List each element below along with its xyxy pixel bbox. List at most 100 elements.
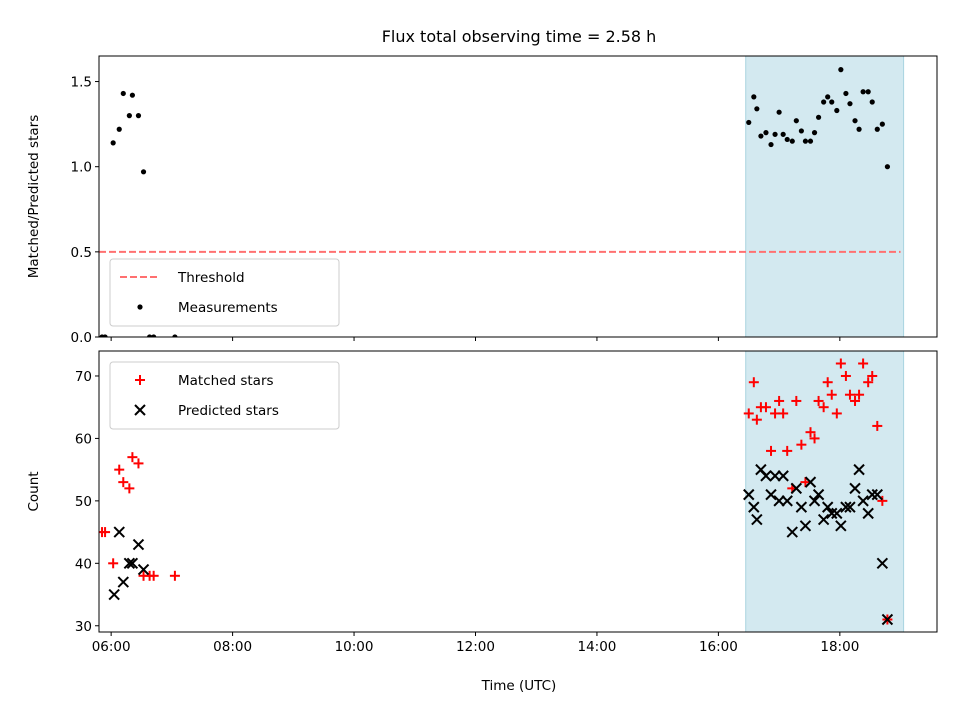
bottom-series-0-point-16 [760,402,771,413]
top-series-1-point-10 [151,334,157,337]
bottom-series-1-point-31-b [849,482,861,495]
top-series-1-point-41 [874,126,880,132]
bottom-series-1-point-28-b [835,520,847,532]
top-series-1-point-8 [140,169,147,175]
bottom-series-1-point-28 [835,520,847,532]
top-plot-area [99,67,901,337]
bottom-series-1-point-14-b [773,495,785,507]
bottom-series-1-point-21-b [804,476,817,488]
top-legend-label-1: Measurements [178,300,278,316]
bottom-series-0-point-38 [858,358,869,369]
bottom-series-0-point-13 [748,377,759,388]
top-series-1-point-23 [793,118,799,124]
bottom-x-tick-label-6: 18:00 [820,639,859,655]
bottom-series-1-point-36-b [871,488,883,501]
bottom-series-0-point-30 [822,377,833,388]
bottom-series-1-point-16-b [781,495,793,507]
bottom-series-0-point-3 [114,464,125,475]
bottom-series-1-point-23 [812,488,825,501]
bottom-x-tick-label-3: 12:00 [456,639,495,655]
bottom-series-1-point-17 [786,526,798,538]
top-series-1-point-40 [869,99,875,105]
bottom-series-1-point-27-b [831,507,843,520]
top-legend-box [109,258,340,327]
bottom-plot-area [99,358,894,626]
bottom-series-1-point-0-b [108,588,120,601]
bottom-series-1-point-21 [804,476,817,488]
bottom-series-1-point-18-b [790,482,803,495]
bottom-series-1-point-4 [126,557,139,570]
top-series-1-point-2 [110,140,116,146]
bottom-series-0-point-10 [148,570,159,581]
bottom-series-1-point-11 [760,470,772,482]
bottom-series-1-point-25 [821,501,834,513]
bottom-series-0-point-28 [813,395,824,406]
bottom-series-0-point-40 [867,370,878,381]
bottom-x-tick-label-1: 08:00 [213,639,252,655]
bottom-series-1-point-14 [773,495,785,507]
bottom-series-0-point-6 [127,452,138,463]
bottom-series-1-point-10-b [755,463,767,476]
bottom-y-axis-label: Count [26,471,42,511]
bottom-series-0-point-11 [169,570,180,581]
bottom-series-1-point-11-b [760,470,772,482]
bottom-series-1-point-12 [765,488,777,501]
bottom-series-1-point-33 [857,495,869,507]
bottom-x-tick-label-5: 16:00 [699,639,738,655]
bottom-series-1-point-26-b [826,507,838,520]
top-series-1-point-24 [798,128,804,134]
top-y-tick-label-2: 1.0 [71,160,92,176]
bottom-series-1-point-31 [849,482,861,495]
top-series-1-point-42 [879,121,885,127]
bottom-y-tick-label-2: 50 [75,494,92,510]
bottom-axes-frame [98,350,938,633]
bottom-series-0-point-5 [124,483,135,494]
top-series-1-point-38 [860,89,866,95]
top-series-1-point-15 [758,133,764,139]
bottom-series-0-point-34 [840,370,851,381]
bottom-series-1-point-22-b [808,495,821,507]
bottom-legend-box [109,361,340,430]
top-series-1-point-13 [751,94,757,100]
bottom-y-tick-label-0: 30 [75,619,92,635]
bottom-series-1-point-5 [132,538,145,551]
bottom-series-0 [99,358,893,625]
bottom-series-1-point-8-b [748,501,760,513]
top-series-1-point-3 [116,126,122,132]
top-series-1-point-31 [829,99,835,105]
bottom-series-1-point-29-b [840,501,852,513]
bottom-series-1-point-23-b [812,488,825,501]
bottom-series-1-point-35-b [866,488,878,501]
top-legend-label-0: Threshold [177,270,245,286]
bottom-series-0-point-31 [826,389,837,400]
top-series-1-point-33 [838,67,844,73]
bottom-series-0-point-17 [766,445,777,456]
bottom-x-tick-label-4: 14:00 [577,639,616,655]
bottom-series-0-point-26 [805,427,816,438]
bottom-series-1-point-2 [117,576,129,588]
bottom-series-0-point-23 [791,395,802,406]
top-series-1-point-32 [834,107,840,114]
bottom-series-1-point-36 [871,488,883,501]
bottom-x-tick-label-2: 10:00 [335,639,374,655]
bottom-series-0-point-36 [850,395,861,406]
bottom-series-1-point-16 [781,495,793,507]
bottom-y-tick-label-1: 40 [75,556,92,572]
bottom-series-1-point-0 [108,588,120,601]
top-series-1-point-17 [768,141,774,148]
bottom-series-1-point-7 [743,488,755,501]
top-series-1-point-19 [776,109,782,115]
bottom-series-1-point-34-b [862,507,874,520]
top-series-1-point-7 [135,113,142,119]
bottom-x-tick-label-0: 06:00 [92,639,131,655]
top-series-1-point-11 [172,334,178,337]
bottom-series-1-point-13 [769,470,781,482]
bottom-series-1-point-29 [840,501,852,513]
bottom-series-0-point-20 [778,408,789,419]
top-series-1-point-1 [102,334,108,337]
top-y-tick-label-1: 0.5 [71,245,92,261]
bottom-series-1-point-25-b [821,501,834,513]
top-series-1-point-5 [126,113,132,119]
top-legend: Threshold Measurements [109,258,340,327]
